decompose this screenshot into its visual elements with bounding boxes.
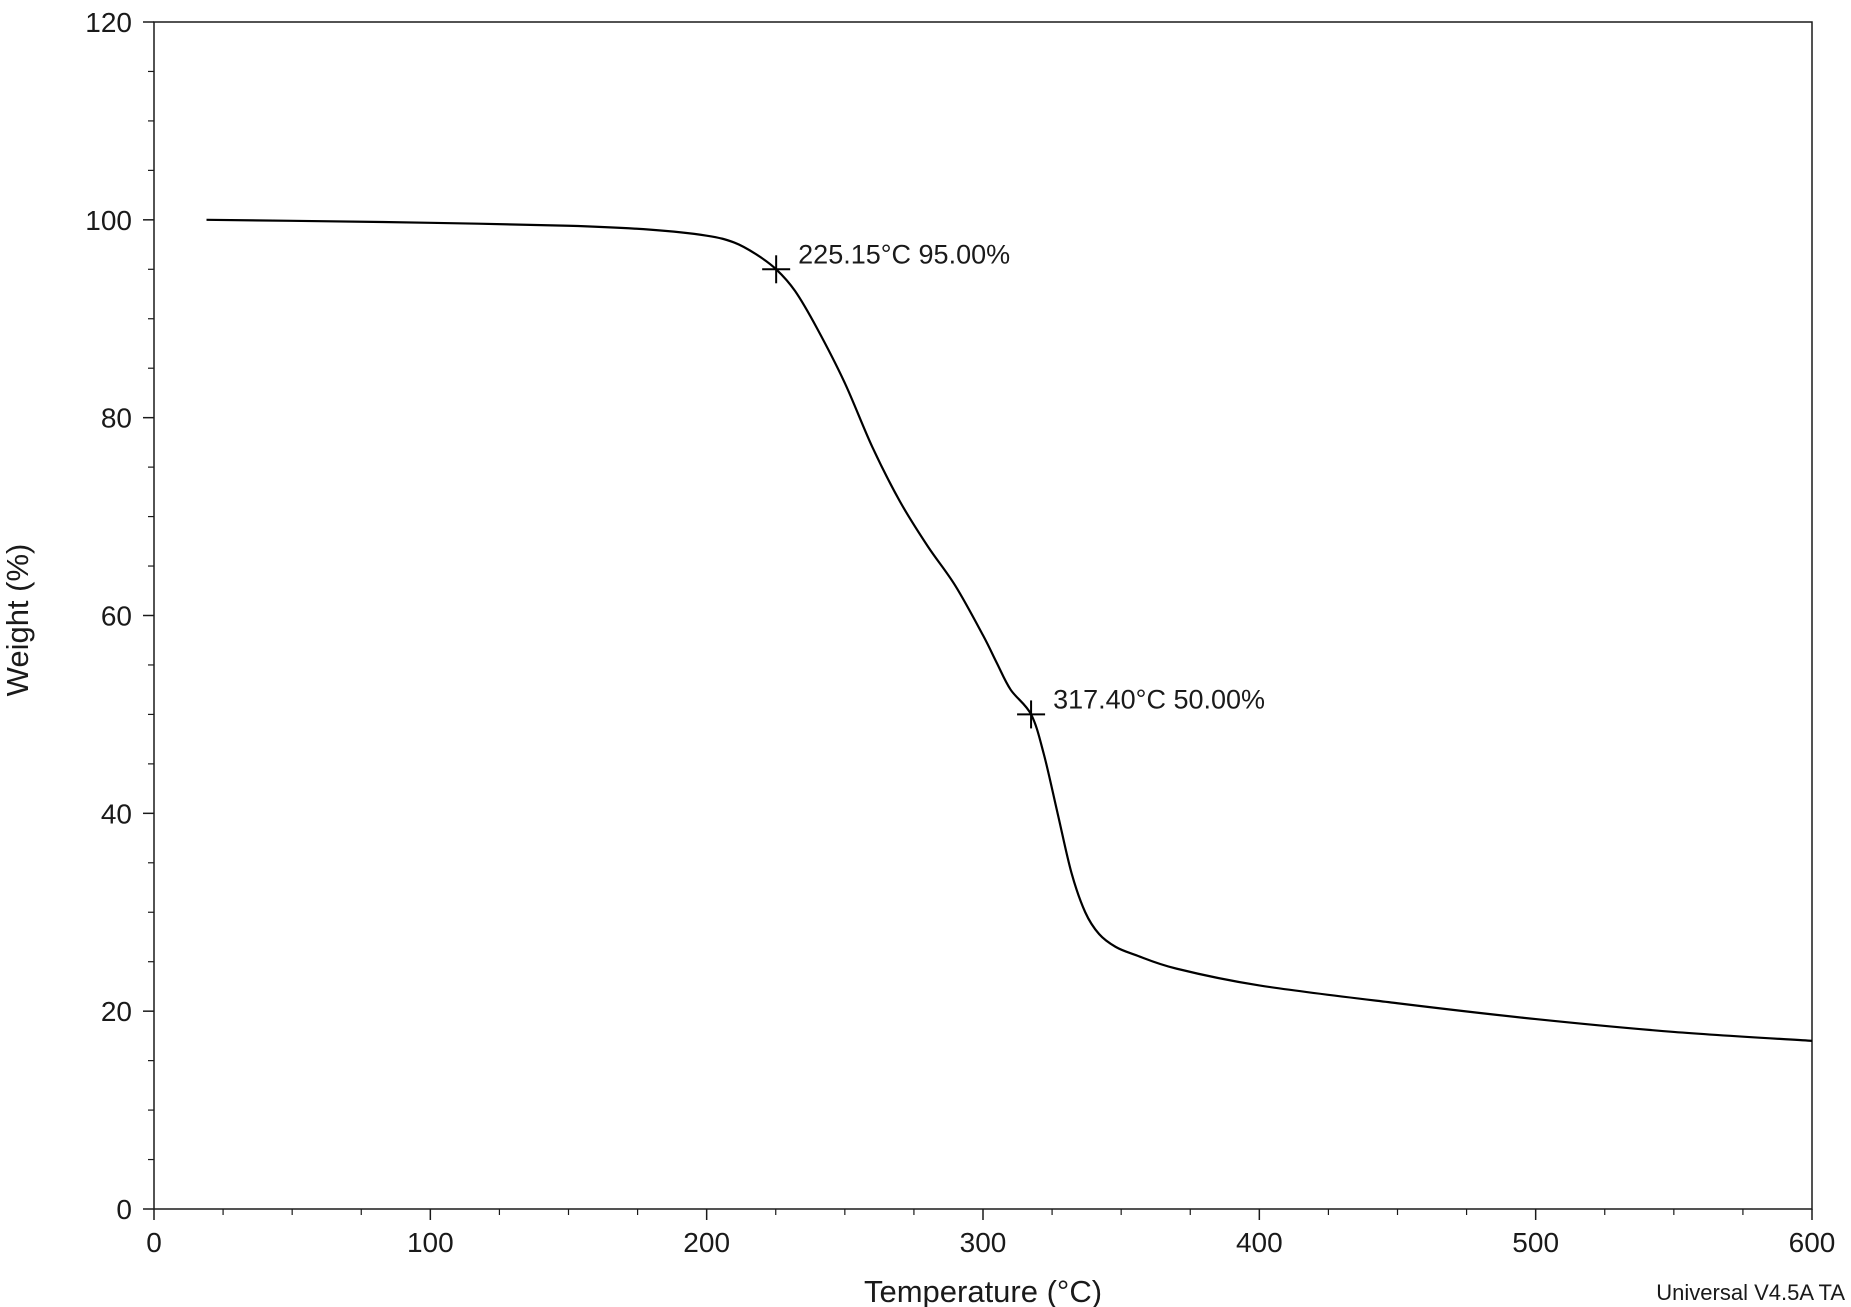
- plot-frame: [153, 21, 1813, 1210]
- y-tick-label: 100: [85, 205, 132, 236]
- x-tick-label: 400: [1236, 1227, 1283, 1258]
- y-tick-label: 60: [101, 601, 132, 632]
- annotations: 225.15°C 95.00% 317.40°C 50.00%: [762, 239, 1265, 729]
- x-tick-label: 0: [146, 1227, 162, 1258]
- x-tick-label: 200: [683, 1227, 730, 1258]
- annotation-marker: 317.40°C 50.00%: [1017, 684, 1265, 729]
- weight-curve: [206, 218, 1813, 1042]
- y-tick-label: 40: [101, 798, 132, 829]
- annotation-label: 225.15°C 95.00%: [798, 239, 1010, 269]
- y-tick-label: 0: [116, 1194, 132, 1225]
- annotation-marker: 225.15°C 95.00%: [762, 239, 1010, 284]
- x-tick-label: 300: [960, 1227, 1007, 1258]
- x-axis-label: Temperature (°C): [864, 1274, 1102, 1307]
- y-tick-label: 80: [101, 403, 132, 434]
- axis-tick-labels: 0 100 200 300 400 500 600 0 20 40 60 80 100 120: [85, 7, 1835, 1258]
- x-tick-label: 600: [1789, 1227, 1836, 1258]
- axis-ticks: [143, 21, 1813, 1220]
- x-tick-label: 500: [1512, 1227, 1559, 1258]
- y-tick-label: 20: [101, 996, 132, 1027]
- x-tick-label: 100: [407, 1227, 454, 1258]
- y-axis-label: Weight (%): [0, 544, 35, 697]
- y-tick-label: 120: [85, 7, 132, 38]
- software-footer: Universal V4.5A TA: [1656, 1280, 1845, 1305]
- annotation-label: 317.40°C 50.00%: [1053, 684, 1265, 714]
